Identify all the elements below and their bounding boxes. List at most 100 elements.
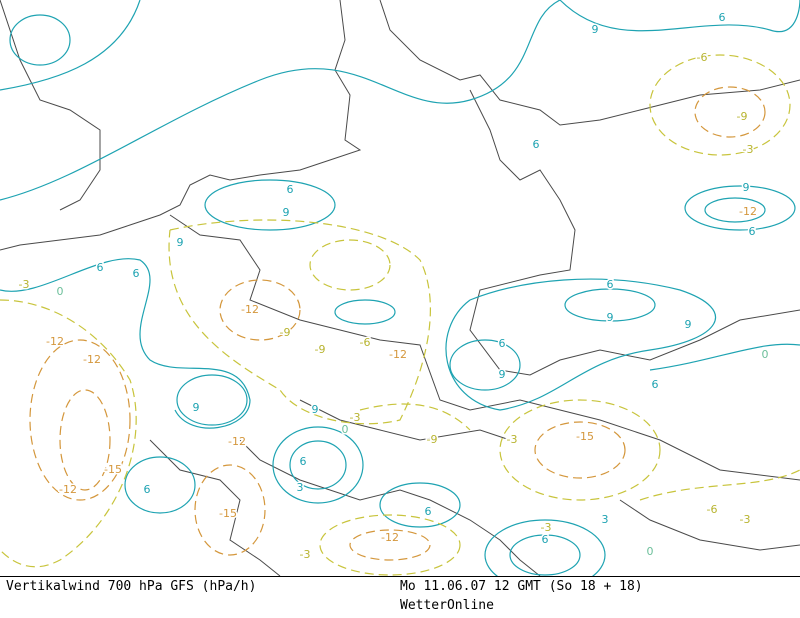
contour-label: 6 [499, 337, 506, 350]
contour-label: -12 [59, 483, 77, 496]
contour-label: 6 [749, 225, 756, 238]
contour [694, 86, 766, 138]
border [299, 399, 511, 441]
contour-label: -6 [697, 51, 708, 64]
contour-label: -9 [315, 343, 326, 356]
contour-label: 6 [144, 483, 151, 496]
contour-label: 0 [342, 423, 349, 436]
contour-label: -6 [360, 336, 371, 349]
contour-label: 6 [533, 138, 540, 151]
contour-label: 9 [743, 181, 750, 194]
contour-label: 9 [607, 311, 614, 324]
border [149, 439, 281, 576]
contour [449, 339, 521, 391]
contour [559, 0, 800, 33]
contour-label: 6 [133, 267, 140, 280]
contour-label: -15 [219, 507, 237, 520]
contour-label: 9 [312, 403, 319, 416]
run-time: Mo 11.06.07 12 GMT (So 18 + 18) [400, 579, 643, 594]
border [469, 89, 800, 376]
contour [204, 179, 336, 231]
contour-label: 6 [300, 455, 307, 468]
contour [309, 239, 391, 291]
contour [534, 421, 626, 479]
contour-label: 3 [602, 513, 609, 526]
contour-label: 6 [607, 278, 614, 291]
contour-label: 6 [719, 11, 726, 24]
contour [272, 426, 364, 504]
contour-label: 9 [685, 318, 692, 331]
contour [484, 519, 606, 576]
contour [349, 529, 431, 561]
contour-label: -12 [739, 205, 757, 218]
contour [499, 399, 661, 501]
contour-label: -12 [389, 348, 407, 361]
contour-label: -9 [427, 433, 438, 446]
contour [0, 258, 251, 429]
map-background [0, 0, 800, 576]
contour-label: -3 [541, 521, 552, 534]
contour-label: 6 [97, 261, 104, 274]
contour [359, 403, 471, 431]
contour-label: 9 [283, 206, 290, 219]
contour-label: -3 [19, 278, 30, 291]
contour [379, 482, 461, 528]
contour-label: -15 [104, 463, 122, 476]
contour-label: 3 [297, 481, 304, 494]
contour [509, 534, 581, 576]
coastline [379, 0, 800, 126]
contour [649, 343, 800, 371]
contour-label: -3 [350, 411, 361, 424]
contour [124, 456, 196, 514]
contour-label: -6 [707, 503, 718, 516]
contour-label: 6 [425, 505, 432, 518]
contour [59, 389, 111, 491]
contour [0, 0, 141, 91]
contour-label: -12 [381, 531, 399, 544]
contour [0, 299, 137, 568]
contour-label: 6 [652, 378, 659, 391]
contour-label: -3 [740, 513, 751, 526]
contour [168, 219, 432, 425]
contour [684, 185, 796, 231]
contour-label: 9 [177, 236, 184, 249]
coastline [619, 499, 800, 551]
contour-label: 9 [592, 23, 599, 36]
contour-label: 0 [647, 545, 654, 558]
positive-contours [0, 0, 800, 576]
contour [176, 374, 248, 426]
contour-label: -12 [241, 303, 259, 316]
contour [564, 288, 656, 322]
contour [219, 279, 301, 341]
contour [649, 54, 791, 156]
contour-label: -12 [46, 335, 64, 348]
contour-label: 9 [499, 368, 506, 381]
contour-label: -12 [83, 353, 101, 366]
contour-label: -15 [576, 430, 594, 443]
contour-label: 6 [542, 533, 549, 546]
contour-label: 0 [762, 348, 769, 361]
contour-label: 9 [193, 401, 200, 414]
contour-label: 0 [57, 285, 64, 298]
contour-label: 6 [287, 183, 294, 196]
contour [9, 14, 71, 66]
divider [0, 576, 800, 577]
contour [639, 469, 800, 501]
contour [29, 339, 131, 501]
source: WetterOnline [400, 598, 494, 613]
contour [445, 278, 717, 411]
contour [0, 0, 561, 201]
contour-label: -9 [737, 110, 748, 123]
contour [704, 197, 766, 223]
contour-label: -3 [300, 548, 311, 561]
contour-label: -12 [228, 435, 246, 448]
contour [319, 514, 461, 576]
borders [0, 0, 800, 576]
contour [334, 299, 396, 325]
negative-contours [0, 54, 800, 576]
contour [194, 464, 266, 556]
map-title: Vertikalwind 700 hPa GFS (hPa/h) [6, 579, 257, 594]
